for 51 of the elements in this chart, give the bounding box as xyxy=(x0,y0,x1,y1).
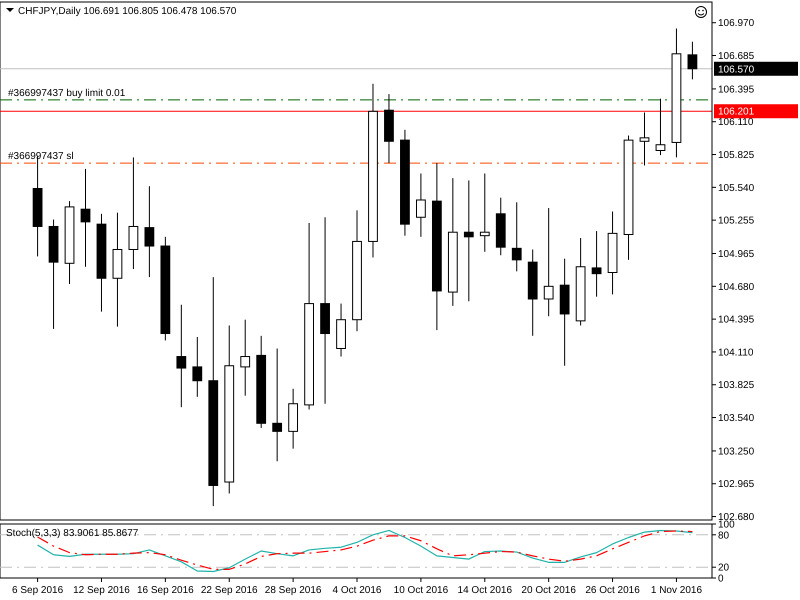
y-tick-label: 106.395 xyxy=(718,84,755,96)
ref-line-label: 106.201 xyxy=(718,106,755,118)
x-tick-label: 16 Sep 2016 xyxy=(137,585,194,596)
y-tick-label: 104.965 xyxy=(718,249,755,260)
y-tick-label: 105.540 xyxy=(718,182,755,194)
x-tick-label: 14 Oct 2016 xyxy=(458,585,512,596)
candlestick xyxy=(192,336,202,398)
y-tick-label: 104.395 xyxy=(718,314,755,326)
candlestick xyxy=(544,208,554,317)
y-tick-label: 105.255 xyxy=(718,216,755,227)
y-tick-label: 106.685 xyxy=(718,51,755,62)
y-tick-label: 103.540 xyxy=(718,413,755,424)
candlestick xyxy=(592,230,602,298)
x-tick-label: 26 Oct 2016 xyxy=(585,585,640,596)
candlestick xyxy=(128,156,138,270)
y-tick-label: 106.110 xyxy=(718,117,754,128)
y-tick-label: 80 xyxy=(718,530,730,542)
candlestick xyxy=(656,98,666,156)
y-tick-label: 103.250 xyxy=(718,446,755,458)
y-tick-label: 103.825 xyxy=(718,380,755,392)
x-tick-label: 20 Oct 2016 xyxy=(521,585,576,596)
x-tick-label: 28 Sep 2016 xyxy=(264,585,322,596)
candlestick xyxy=(512,202,522,272)
ref-line-label: #366997437 buy limit 0.01 xyxy=(8,88,126,99)
x-tick-label: 6 Sep 2016 xyxy=(12,585,64,596)
x-tick-label: 12 Sep 2016 xyxy=(73,585,130,596)
y-tick-label: 106.970 xyxy=(718,18,755,30)
ref-line-label: #366997437 sl xyxy=(8,151,74,162)
x-tick-label: 10 Oct 2016 xyxy=(394,585,449,596)
candlestick xyxy=(80,168,90,268)
candlestick xyxy=(464,180,474,302)
x-tick-label: 1 Nov 2016 xyxy=(650,585,702,596)
candlestick xyxy=(240,319,250,396)
candlestick xyxy=(640,112,650,166)
candlestick xyxy=(272,348,282,462)
y-tick-label: 20 xyxy=(718,562,730,574)
x-tick-label: 22 Sep 2016 xyxy=(200,585,258,596)
candlestick xyxy=(480,173,490,252)
y-tick-label: 102.965 xyxy=(718,479,755,490)
candlestick xyxy=(144,186,154,278)
chart-title: CHFJPY,Daily 106.691 106.805 106.478 106.570 xyxy=(18,6,237,17)
candlestick xyxy=(176,304,186,408)
y-tick-label: 104.680 xyxy=(718,282,755,293)
x-tick-label: 4 Oct 2016 xyxy=(332,585,382,596)
chart-title: Stoch(5,3,3) 83.9061 85.8677 xyxy=(6,528,139,539)
candlestick xyxy=(416,173,426,238)
y-tick-label: 104.110 xyxy=(718,347,754,358)
ref-line-label: 106.570 xyxy=(718,64,755,76)
candlestick xyxy=(688,41,698,80)
y-tick-label: 0 xyxy=(718,574,724,584)
y-tick-label: 105.825 xyxy=(718,150,755,162)
